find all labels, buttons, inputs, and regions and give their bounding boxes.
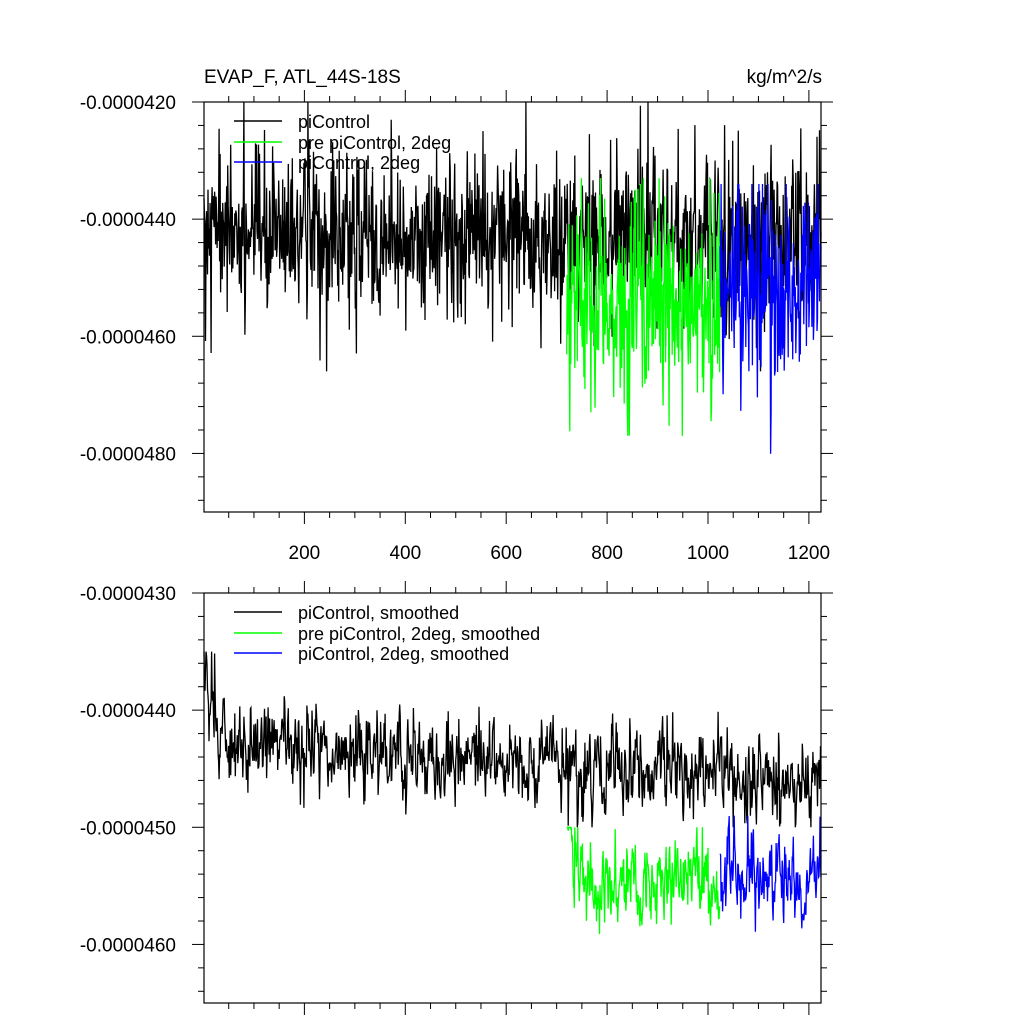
y-tick-label: -0.0000420 — [80, 93, 176, 114]
x-tick-label: 600 — [490, 543, 522, 564]
top-panel-series — [203, 101, 822, 454]
x-tick-label: 400 — [389, 543, 421, 564]
bottom-panel-frame — [203, 592, 822, 1004]
top-panel-legend: piControl pre piControl, 2deg piControl,… — [234, 112, 451, 173]
x-tick-label: 200 — [289, 543, 321, 564]
bottom-panel-legend: piControl, smoothed pre piControl, 2deg,… — [234, 603, 540, 664]
y-tick-label: -0.0000450 — [80, 818, 176, 839]
top-panel-y-tick-labels: -0.0000420 -0.0000440 -0.0000460 -0.0000480 — [80, 93, 176, 465]
bottom-panel-series — [203, 651, 822, 935]
top-panel-units: kg/m^2/s — [747, 67, 822, 88]
top-panel-title: EVAP_F, ATL_44S-18S — [204, 67, 401, 88]
y-tick-label: -0.0000480 — [80, 444, 176, 465]
y-tick-label: -0.0000460 — [80, 935, 176, 956]
top-panel-frame — [203, 101, 822, 513]
y-tick-label: -0.0000460 — [80, 327, 176, 348]
series-line-picontrol-2deg-smoothed — [719, 815, 822, 932]
bottom-panel: -0.0000430 -0.0000440 -0.0000450 -0.0000460… — [80, 581, 833, 1015]
x-tick-label: 1200 — [788, 543, 830, 564]
x-tick-label: 1000 — [687, 543, 729, 564]
top-panel-x-tick-labels: 200 400 600 800 1000 1200 — [289, 543, 830, 564]
legend-label-picontrol: piControl — [298, 112, 370, 132]
legend-label-pre-picontrol-2deg-smoothed: pre piControl, 2deg, smoothed — [298, 624, 540, 644]
y-tick-label: -0.0000430 — [80, 584, 176, 605]
legend-label-pre-picontrol-2deg: pre piControl, 2deg — [298, 133, 451, 153]
y-tick-label: -0.0000440 — [80, 210, 176, 231]
legend-label-picontrol-2deg-smoothed: piControl, 2deg, smoothed — [298, 644, 509, 664]
top-panel: EVAP_F, ATL_44S-18S kg/m^2/s -0.0000420-… — [80, 67, 833, 564]
y-tick-label: -0.0000440 — [80, 701, 176, 722]
series-line-pre-picontrol-2deg — [566, 178, 721, 436]
series-line-picontrol — [203, 101, 822, 372]
legend-label-picontrol-2deg: piControl, 2deg — [298, 153, 420, 173]
bottom-panel-ticks — [192, 581, 833, 1015]
top-panel-ticks — [192, 90, 833, 524]
series-line-picontrol-2deg — [719, 183, 822, 454]
bottom-panel-y-tick-labels: -0.0000430 -0.0000440 -0.0000450 -0.0000460 — [80, 584, 176, 956]
series-line-pre-picontrol-2deg-smoothed — [566, 826, 721, 935]
legend-label-picontrol-smoothed: piControl, smoothed — [298, 603, 459, 623]
series-line-picontrol-smoothed — [203, 651, 822, 828]
x-tick-label: 800 — [591, 543, 623, 564]
